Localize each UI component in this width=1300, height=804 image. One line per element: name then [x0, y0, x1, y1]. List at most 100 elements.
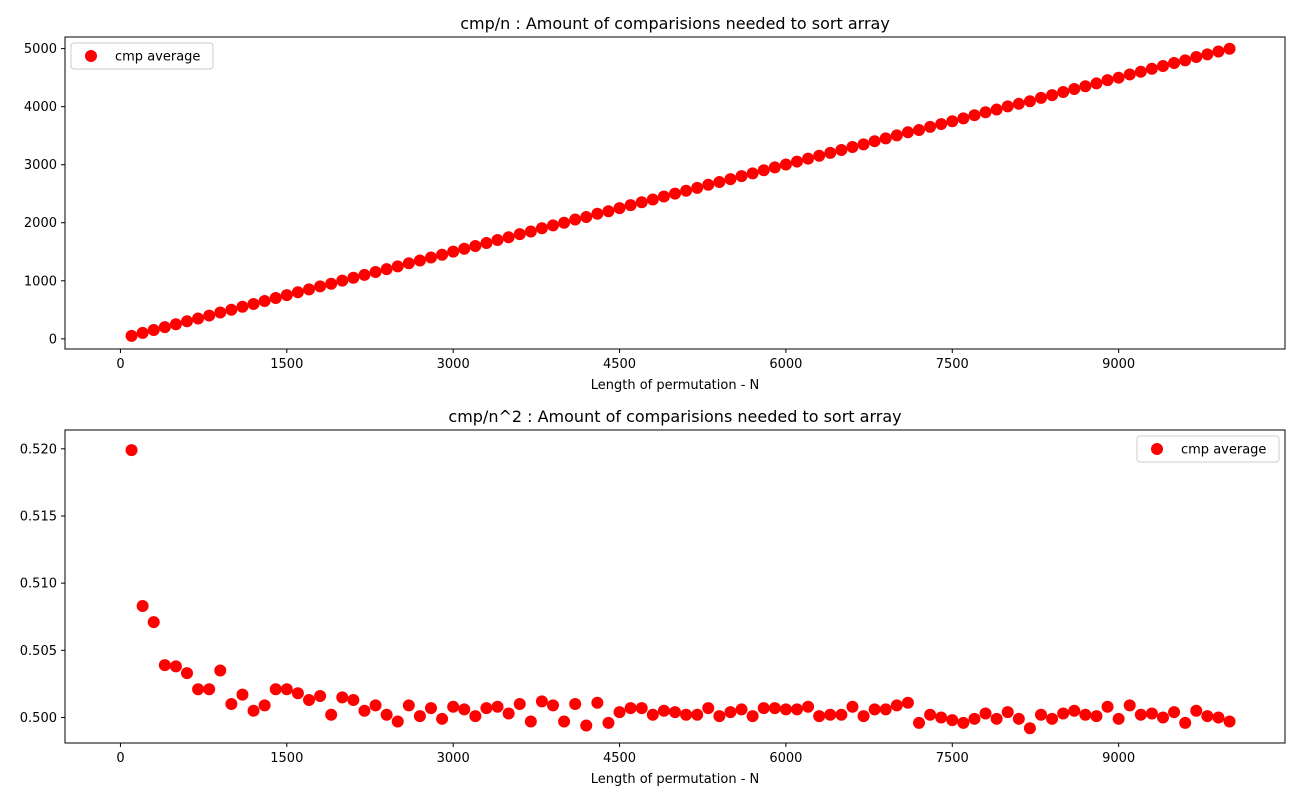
data-point: [791, 155, 803, 168]
data-point: [713, 176, 726, 189]
data-point: [724, 706, 737, 719]
data-point: [181, 315, 193, 328]
data-point: [147, 324, 160, 337]
data-point: [1157, 60, 1169, 73]
data-point: [924, 708, 937, 721]
x-tick-label: 7500: [936, 751, 969, 766]
data-point: [147, 616, 160, 629]
data-point: [436, 248, 449, 261]
data-point: [946, 714, 959, 727]
data-point: [469, 239, 482, 252]
y-tick-label: 0.510: [20, 577, 57, 592]
data-point: [602, 716, 615, 729]
data-point: [1012, 712, 1025, 725]
data-point: [1112, 712, 1125, 725]
data-point: [502, 707, 515, 720]
data-point: [1112, 71, 1125, 84]
legend-label: cmp average: [1181, 443, 1266, 458]
data-point: [225, 303, 238, 316]
y-tick-label: 0.500: [20, 711, 57, 726]
data-point: [513, 228, 526, 241]
x-tick-label: 4500: [603, 357, 636, 372]
data-point: [968, 109, 981, 122]
data-point: [1134, 65, 1147, 78]
data-point: [247, 297, 260, 310]
chart-title: cmp/n : Amount of comparisions needed to…: [460, 14, 890, 33]
data-point: [702, 702, 715, 715]
legend-marker: [85, 50, 97, 62]
data-point: [569, 213, 582, 226]
data-point: [269, 292, 282, 305]
y-tick-label: 2000: [24, 216, 57, 231]
data-point: [1035, 708, 1047, 721]
data-point: [979, 106, 992, 119]
y-tick-label: 3000: [24, 158, 57, 173]
data-point: [846, 700, 859, 713]
data-point: [946, 115, 959, 128]
data-point: [957, 112, 970, 125]
data-point: [413, 710, 426, 723]
legend-marker: [1151, 443, 1163, 455]
data-point: [203, 309, 216, 322]
data-point: [358, 704, 371, 717]
data-point: [558, 216, 571, 229]
data-point: [1179, 716, 1192, 729]
data-point: [746, 710, 759, 723]
x-tick-label: 1500: [270, 357, 303, 372]
x-tick-label: 3000: [437, 751, 470, 766]
data-point: [779, 703, 792, 716]
data-point: [968, 712, 981, 725]
data-point: [835, 708, 848, 721]
data-point: [169, 318, 182, 331]
data-point: [1223, 42, 1236, 55]
data-point: [569, 698, 582, 711]
data-point: [990, 712, 1003, 725]
data-point: [691, 708, 704, 721]
data-point: [214, 664, 227, 677]
data-point: [447, 700, 460, 713]
data-point: [646, 193, 659, 206]
data-point: [857, 710, 870, 723]
data-point: [336, 691, 349, 704]
data-point: [735, 703, 748, 716]
data-point: [691, 181, 704, 194]
data-point: [757, 164, 770, 177]
data-point: [957, 716, 970, 729]
data-point: [657, 704, 670, 717]
data-point: [868, 135, 881, 148]
data-point: [669, 706, 681, 719]
data-point: [469, 710, 482, 723]
data-point: [1201, 710, 1214, 723]
data-point: [935, 711, 948, 724]
chart-panel-2: cmp/n^2 : Amount of comparisions needed …: [20, 407, 1286, 787]
data-point: [713, 710, 726, 723]
data-point: [1123, 68, 1136, 81]
data-point: [979, 707, 992, 720]
data-point: [990, 103, 1003, 116]
data-point: [1035, 91, 1047, 104]
data-point: [1212, 45, 1225, 58]
data-point: [857, 138, 870, 151]
data-point: [1090, 710, 1103, 723]
data-point: [258, 295, 271, 308]
data-point: [447, 245, 460, 258]
data-point: [879, 132, 892, 145]
data-point: [635, 702, 648, 715]
data-point: [757, 702, 770, 715]
data-point: [325, 277, 338, 290]
data-point: [1057, 707, 1070, 720]
data-point: [314, 689, 327, 702]
data-point: [1012, 97, 1025, 110]
data-point: [125, 444, 138, 457]
data-point: [380, 708, 393, 721]
data-point: [303, 694, 315, 707]
data-point: [380, 263, 393, 276]
data-point: [868, 703, 881, 716]
y-tick-label: 4000: [24, 100, 57, 115]
data-point: [524, 715, 537, 728]
data-point: [547, 699, 559, 712]
data-point: [181, 667, 193, 680]
x-tick-label: 3000: [437, 357, 470, 372]
data-point: [1212, 711, 1225, 724]
